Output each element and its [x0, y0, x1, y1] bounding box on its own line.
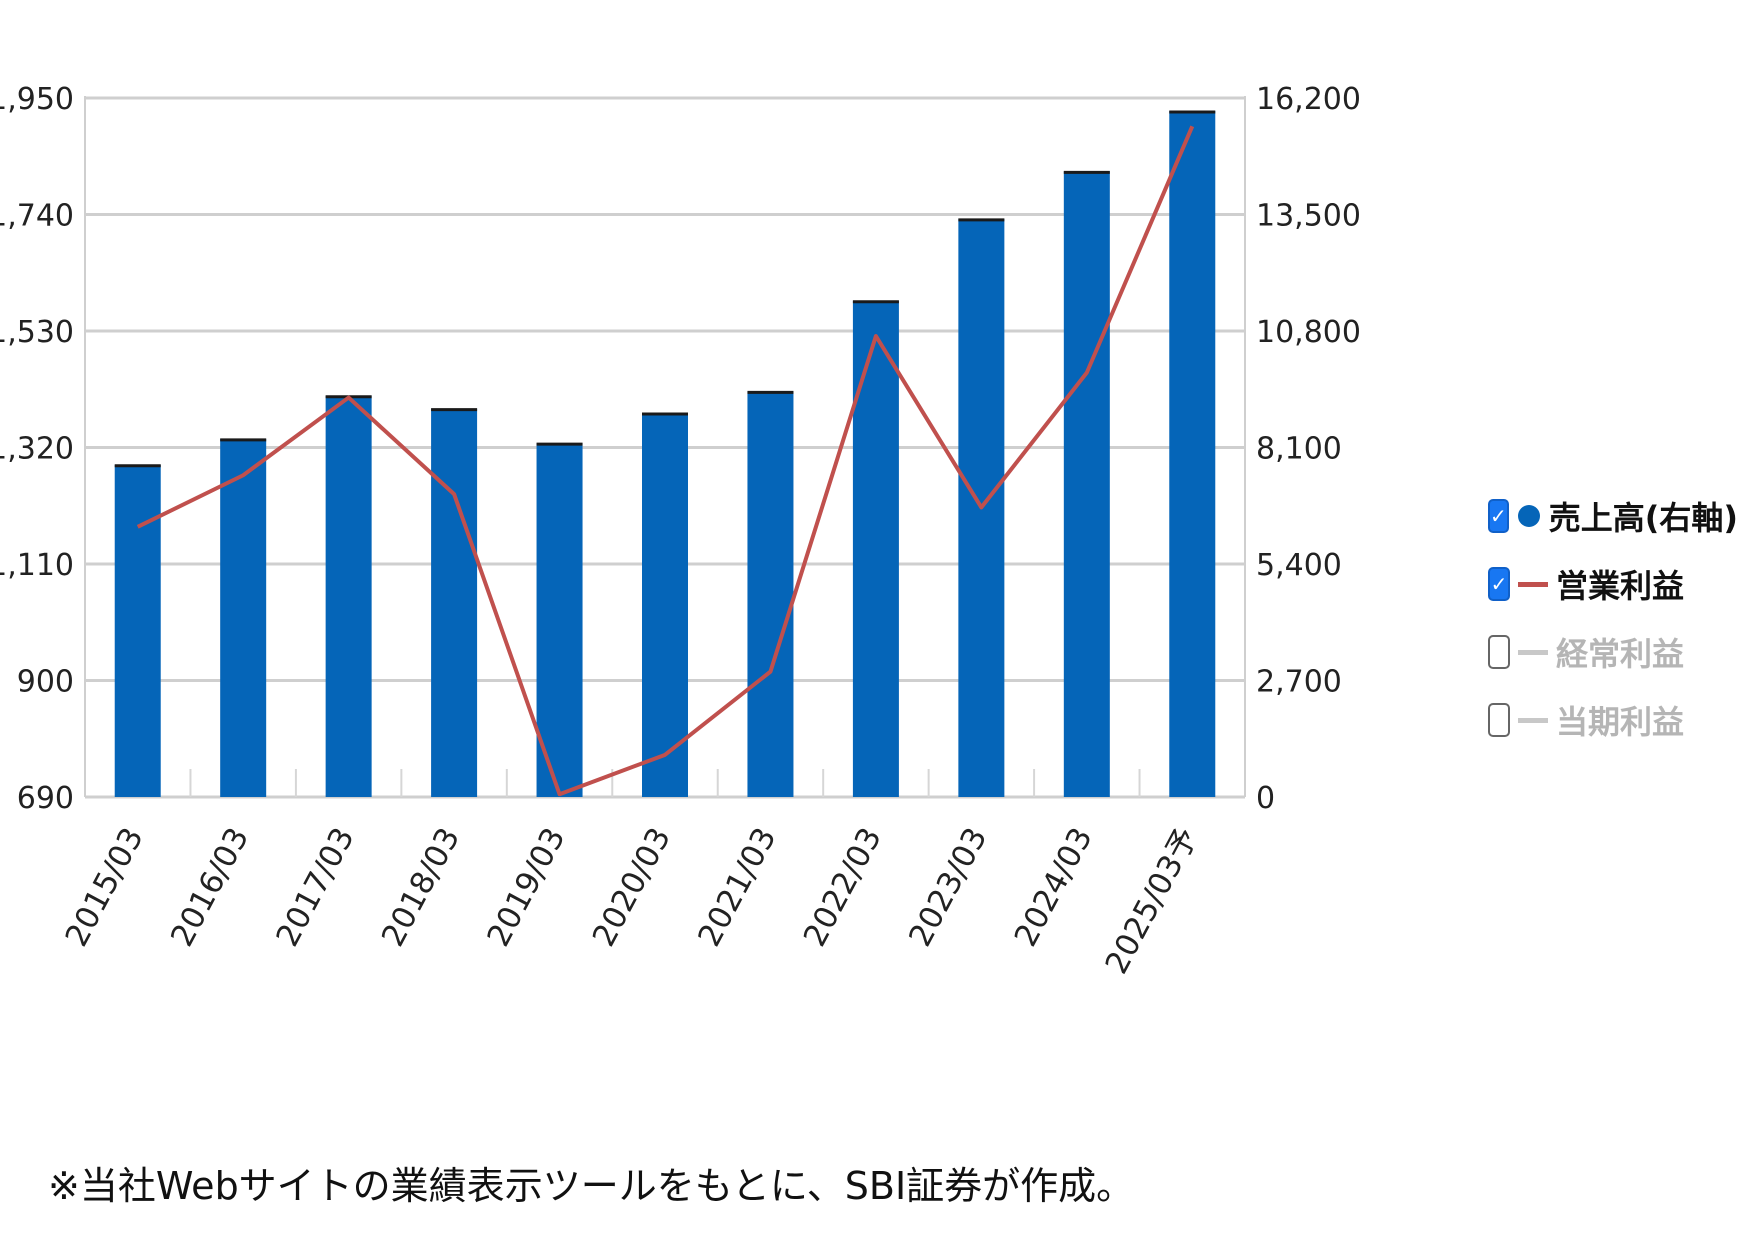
line-marker-icon: [1518, 572, 1548, 596]
bar: [852, 300, 899, 797]
x-tick-label: 2024/03: [1008, 822, 1100, 953]
bar: [1169, 110, 1216, 797]
x-tick-label: 2025/03予: [1099, 822, 1206, 980]
x-axis: 2015/03 2016/03 2017/03 2018/03 2019/03 2020/…: [59, 822, 1206, 980]
line-marker-icon: [1518, 708, 1548, 732]
legend-item-sales[interactable]: 売上高(右軸): [1488, 482, 1738, 550]
right-tick-label: 5,400: [1256, 548, 1342, 583]
bar: [1063, 171, 1110, 797]
x-tick-label: 2021/03: [691, 822, 783, 953]
line-marker-icon: [1518, 640, 1548, 664]
dot-icon: [1517, 504, 1541, 528]
legend-label: 売上高(右軸): [1548, 499, 1738, 537]
left-tick-label: 1,110: [0, 548, 74, 583]
x-tick-label: 2017/03: [269, 822, 361, 953]
bar: [747, 391, 794, 797]
x-tick-label: 2020/03: [586, 822, 678, 953]
x-tick-label: 2018/03: [375, 822, 467, 953]
checkbox-ordinary-profit[interactable]: [1488, 635, 1510, 669]
right-tick-label: 2,700: [1256, 665, 1342, 700]
bar: [325, 395, 372, 797]
operating-profit-line: [136, 125, 1195, 797]
bar: [642, 412, 688, 797]
right-tick-label: 0: [1256, 781, 1275, 816]
legend-label: 当期利益: [1556, 703, 1685, 741]
bar-series: [114, 110, 1216, 797]
legend-item-operating-profit[interactable]: 営業利益: [1488, 550, 1738, 618]
right-axis: 16,200 13,500 10,800 8,100 5,400 2,700 0: [1256, 82, 1361, 816]
left-tick-label: 900: [17, 665, 74, 700]
left-tick-label: 690: [17, 781, 74, 816]
line-series: [136, 125, 1195, 797]
legend-item-ordinary-profit[interactable]: 経常利益: [1488, 618, 1738, 686]
x-tick-label: 2022/03: [797, 822, 889, 953]
bar: [220, 438, 267, 797]
right-tick-label: 16,200: [1256, 82, 1361, 117]
left-tick-label: 1,950: [0, 82, 74, 117]
bar: [431, 408, 478, 797]
legend-item-net-profit[interactable]: 当期利益: [1488, 686, 1738, 754]
legend-label: 経常利益: [1556, 635, 1685, 673]
right-tick-label: 10,800: [1256, 315, 1361, 350]
source-note: ※当社Webサイトの業績表示ツールをもとに、SBI証券が作成。: [48, 1164, 1135, 1208]
left-axis: 1,950 1,740 1,530 1,320 1,110 900 690: [0, 82, 74, 816]
left-tick-label: 1,740: [0, 199, 74, 234]
x-tick-label: 2015/03: [59, 822, 151, 953]
x-tick-label: 2019/03: [480, 822, 572, 953]
checkbox-net-profit[interactable]: [1488, 703, 1510, 737]
left-tick-label: 1,320: [0, 432, 74, 467]
left-tick-label: 1,530: [0, 315, 74, 350]
legend: 売上高(右軸) 営業利益 経常利益 当期利益: [1488, 482, 1738, 754]
x-tick-label: 2016/03: [164, 822, 256, 953]
x-tick-label: 2023/03: [902, 822, 994, 953]
right-tick-label: 13,500: [1256, 199, 1361, 234]
legend-label: 営業利益: [1556, 567, 1685, 605]
right-tick-label: 8,100: [1256, 432, 1342, 467]
checkbox-operating-profit[interactable]: [1488, 567, 1510, 601]
checkbox-sales[interactable]: [1488, 499, 1509, 533]
bar: [114, 464, 161, 797]
bar: [536, 443, 583, 797]
